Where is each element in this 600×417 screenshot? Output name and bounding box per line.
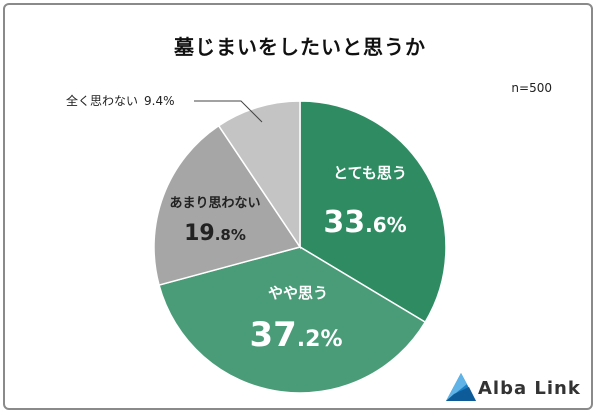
value-somewhat-agree: 37.2% [249,315,342,355]
label-not-at-all-text: 全く思わない [66,93,138,108]
alba-link-logo-icon [446,373,476,401]
value-not-much: 19.8% [184,221,246,246]
brand-name: Alba Link [478,378,581,399]
slice-not-at-all [217,100,301,250]
value-somewhat-agree-main: 37 [249,315,296,355]
leader-line-not-at-all [194,100,263,123]
slice-strongly-agree [299,100,447,324]
value-not-much-main: 19 [184,221,215,246]
label-strongly-agree: とても思う [333,164,407,182]
sample-size: n=500 [511,81,552,95]
value-not-at-all: 9.4% [144,94,175,108]
value-strongly-agree-tail: .6% [365,213,407,237]
label-not-at-all: 全く思わない 9.4% [66,93,175,108]
value-strongly-agree-main: 33 [323,205,365,240]
value-somewhat-agree-tail: .2% [297,327,343,352]
label-not-much: あまり思わない [169,196,260,211]
value-not-much-tail: .8% [215,226,246,244]
slice-not-much [153,124,302,286]
value-strongly-agree: 33.6% [323,205,406,240]
chart-title: 墓じまいをしたいと思うか [174,35,426,59]
label-somewhat-agree: やや思う [268,284,328,302]
slice-somewhat-agree [158,246,427,394]
